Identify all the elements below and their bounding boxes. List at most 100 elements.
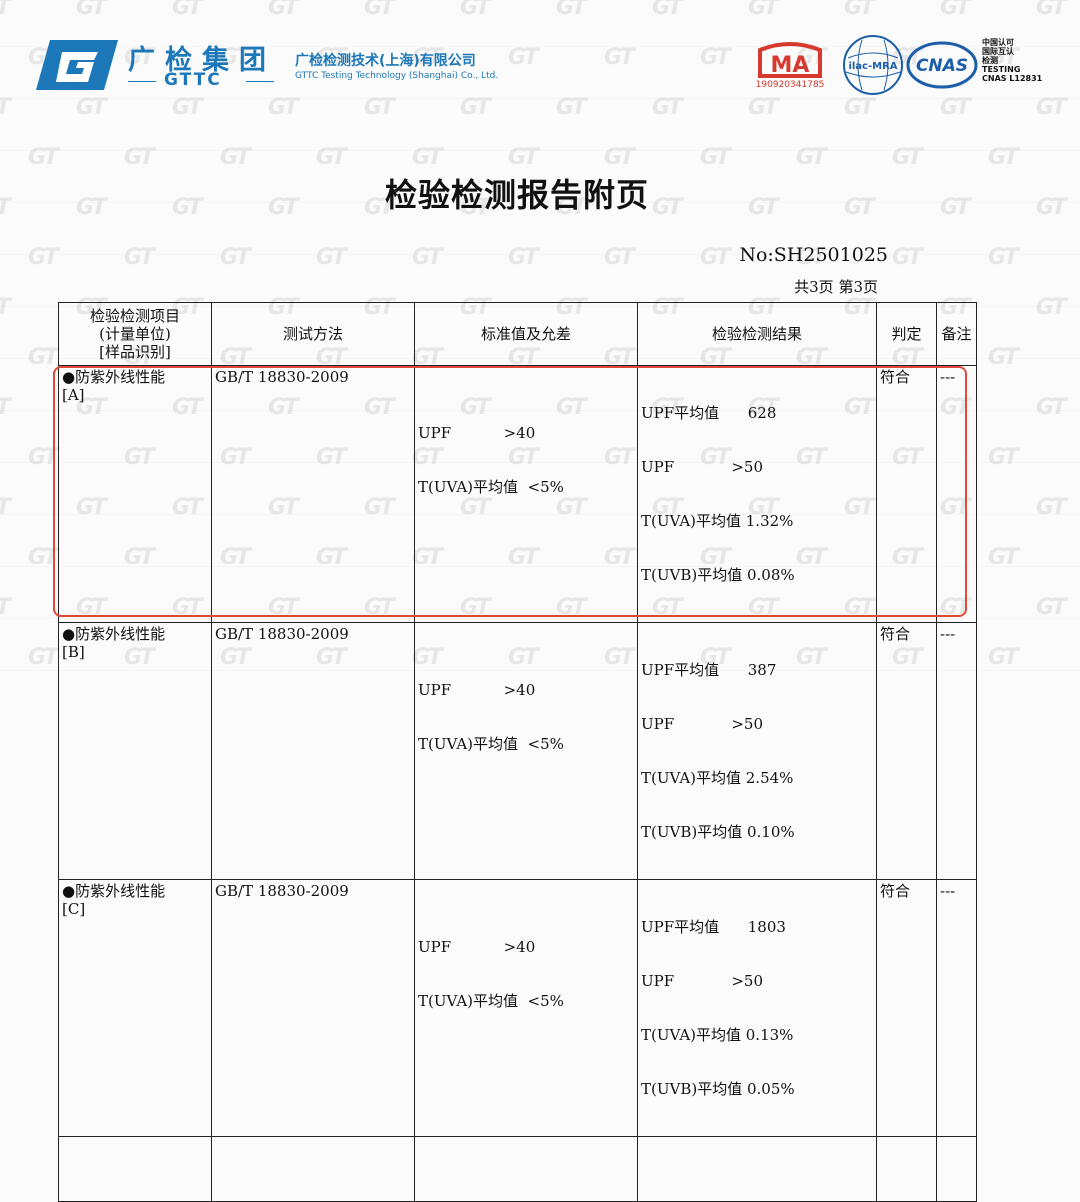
watermark-glyph: GT [988, 345, 1019, 370]
watermark-glyph: GT [796, 145, 827, 170]
cnas-text-line: 检测 [982, 56, 998, 65]
watermark-glyph: GT [988, 245, 1019, 270]
watermark-glyph: GT [700, 145, 731, 170]
watermark-glyph: GT [0, 595, 11, 620]
watermark-glyph: GT [316, 245, 347, 270]
standard-cell: UPF >40 T(UVA)平均值 <5% [414, 879, 638, 1137]
empty-cell [936, 1136, 977, 1202]
remark-cell: --- [936, 879, 977, 1137]
result-line: UPF平均值 628 [641, 404, 777, 422]
standard-line: T(UVA)平均值 <5% [418, 735, 564, 753]
result-line: T(UVA)平均值 1.32% [641, 512, 794, 530]
result-line: UPF平均值 387 [641, 661, 777, 679]
watermark-glyph: GT [0, 495, 11, 520]
watermark-glyph: GT [700, 245, 731, 270]
ilac-label: ilac-MRA [848, 61, 897, 72]
standard-cell: UPF >40 T(UVA)平均值 <5% [414, 365, 638, 623]
watermark-glyph: GT [220, 145, 251, 170]
standard-cell: UPF >40 T(UVA)平均值 <5% [414, 622, 638, 880]
watermark-glyph: GT [1036, 195, 1067, 220]
result-line: T(UVB)平均值 0.10% [641, 823, 795, 841]
result-line: T(UVA)平均值 2.54% [641, 769, 794, 787]
watermark-glyph: GT [988, 445, 1019, 470]
result-line: T(UVB)平均值 0.08% [641, 566, 795, 584]
watermark-glyph: GT [988, 645, 1019, 670]
sample-id: [C] [62, 900, 86, 918]
item-name: ●防紫外线性能 [62, 625, 166, 643]
watermark-glyph: GT [1036, 595, 1067, 620]
result-line: UPF >50 [641, 972, 764, 990]
table-row: ●防紫外线性能 [C] GB/T 18830-2009 UPF >40 T(UV… [58, 879, 977, 1137]
standard-line: UPF >40 [418, 681, 536, 699]
header-item-line: (计量单位) [99, 325, 171, 343]
letterhead: 广检集团 GTTC 广检检测技术(上海)有限公司 GTTC Testing Te… [0, 0, 1080, 120]
brand-name-en: GTTC [164, 70, 222, 90]
cnas-text-line: 中国认可 [982, 38, 1014, 47]
header-remark: 备注 [936, 302, 977, 366]
watermark-glyph: GT [412, 145, 443, 170]
brand-name-cn: 广检集团 [128, 45, 276, 76]
result-cell: UPF平均值 387 UPF >50 T(UVA)平均值 2.54% T(UVB… [637, 622, 877, 880]
result-line: UPF >50 [641, 715, 764, 733]
table-row: ●防紫外线性能 [B] GB/T 18830-2009 UPF >40 T(UV… [58, 622, 977, 880]
table-row: ●防紫外线性能 [A] GB/T 18830-2009 UPF >40 T(UV… [58, 365, 977, 623]
page-count: 共3页 第3页 [794, 278, 878, 296]
watermark-glyph: GT [1036, 395, 1067, 420]
empty-cell [876, 1136, 937, 1202]
page-title: 检验检测报告附页 [384, 176, 649, 214]
result-cell: UPF平均值 1803 UPF >50 T(UVA)平均值 0.13% T(UV… [637, 879, 877, 1137]
watermark-glyph: GT [220, 245, 251, 270]
watermark-glyph: GT [28, 545, 59, 570]
empty-cell [211, 1136, 415, 1202]
empty-cell [637, 1136, 877, 1202]
cma-number: 190920341785 [755, 80, 825, 90]
header-standard: 标准值及允差 [414, 302, 638, 366]
item-cell: ●防紫外线性能 [C] [58, 879, 212, 1137]
judgement-cell: 符合 [876, 365, 937, 623]
watermark-glyph: GT [988, 145, 1019, 170]
watermark-glyph: GT [124, 145, 155, 170]
result-line: UPF >50 [641, 458, 764, 476]
result-line: T(UVB)平均值 0.05% [641, 1080, 795, 1098]
company-name-en: GTTC Testing Technology (Shanghai) Co., … [295, 71, 499, 81]
method-cell: GB/T 18830-2009 [211, 879, 415, 1137]
remark-cell: --- [936, 622, 977, 880]
watermark-glyph: GT [28, 145, 59, 170]
watermark-glyph: GT [0, 395, 11, 420]
cnas-text-line: TESTING [982, 65, 1021, 74]
divider-line [246, 81, 274, 82]
watermark-glyph: GT [316, 145, 347, 170]
ilac-mra-seal-icon: ilac-MRA [843, 35, 903, 95]
empty-cell [58, 1136, 212, 1202]
item-cell: ●防紫外线性能 [B] [58, 622, 212, 880]
watermark-glyph: GT [0, 295, 11, 320]
cnas-seal-icon: CNAS [906, 41, 978, 89]
watermark-glyph: GT [28, 645, 59, 670]
results-table: 检验检测项目 (计量单位) [样品识别] 测试方法 标准值及允差 检验检测结果 … [58, 302, 977, 1202]
watermark-glyph: GT [28, 345, 59, 370]
watermark-glyph: GT [1036, 495, 1067, 520]
watermark-glyph: GT [508, 145, 539, 170]
empty-cell [414, 1136, 638, 1202]
sample-id: [B] [62, 643, 85, 661]
item-name: ●防紫外线性能 [62, 368, 166, 386]
remark-cell: --- [936, 365, 977, 623]
divider-line [128, 81, 156, 82]
watermark-glyph: GT [892, 245, 923, 270]
watermark-glyph: GT [892, 145, 923, 170]
item-name: ●防紫外线性能 [62, 882, 166, 900]
cnas-text-line: CNAS L12831 [982, 74, 1043, 83]
standard-line: UPF >40 [418, 938, 536, 956]
header-item: 检验检测项目 (计量单位) [样品识别] [58, 302, 212, 366]
sample-id: [A] [62, 386, 85, 404]
judgement-cell: 符合 [876, 879, 937, 1137]
watermark-glyph: GT [604, 245, 635, 270]
cnas-text-line: 国际互认 [982, 47, 1014, 56]
result-line: T(UVA)平均值 0.13% [641, 1026, 794, 1044]
company-name-cn: 广检检测技术(上海)有限公司 [295, 53, 476, 69]
watermark-glyph: GT [604, 145, 635, 170]
standard-line: T(UVA)平均值 <5% [418, 992, 564, 1010]
result-cell: UPF平均值 628 UPF >50 T(UVA)平均值 1.32% T(UVB… [637, 365, 877, 623]
gttc-logo-icon [36, 40, 118, 90]
empty-table-row [58, 1136, 977, 1202]
